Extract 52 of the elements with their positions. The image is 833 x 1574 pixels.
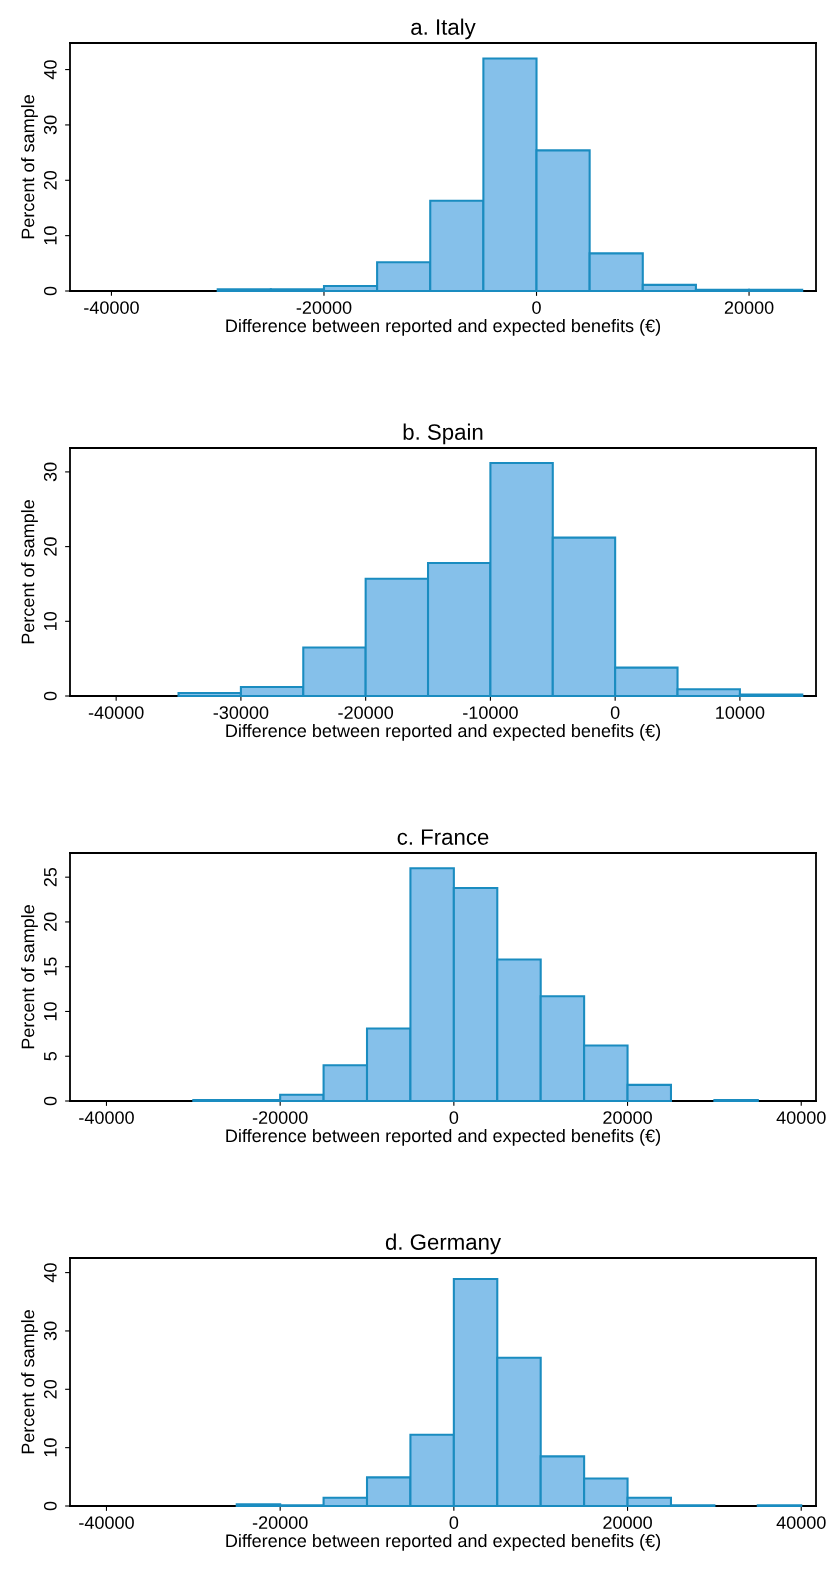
y-tick-label: 0 bbox=[43, 1096, 57, 1106]
x-axis-title: Difference between reported and expected benefits (€) bbox=[226, 1533, 661, 1551]
x-tick-label: 0 bbox=[449, 1516, 459, 1529]
y-tick-label: 10 bbox=[43, 1438, 57, 1457]
chart-title: c. France bbox=[397, 829, 489, 845]
y-tick-label: 20 bbox=[43, 537, 57, 556]
chart-title: b. Spain bbox=[403, 423, 483, 445]
x-tick-label: 20000 bbox=[603, 1516, 652, 1529]
x-tick-label: -30000 bbox=[213, 706, 269, 719]
x-tick-label: -20000 bbox=[252, 1111, 308, 1124]
y-tick-label: 15 bbox=[44, 957, 57, 976]
x-axis-title: Difference between reported and expected benefits (€) bbox=[226, 723, 661, 741]
y-tick-label: 10 bbox=[43, 226, 57, 245]
y-tick-label: 30 bbox=[43, 462, 57, 482]
y-tick-label: 10 bbox=[43, 1002, 57, 1021]
chart-title: a. Italy bbox=[411, 18, 476, 40]
x-tick-label: -40000 bbox=[84, 301, 139, 314]
y-tick-label: 0 bbox=[43, 286, 57, 296]
y-tick-label: 0 bbox=[43, 691, 57, 701]
y-tick-label: 20 bbox=[43, 912, 57, 932]
y-tick-label: 40 bbox=[43, 60, 57, 80]
x-tick-label: 0 bbox=[449, 1111, 459, 1124]
x-tick-label: -40000 bbox=[79, 1516, 134, 1529]
x-tick-label: 0 bbox=[610, 706, 620, 719]
y-tick-label: 0 bbox=[43, 1501, 57, 1511]
chart-title: d. Germany bbox=[385, 1233, 502, 1255]
x-axis-title: Difference between reported and expected benefits (€) bbox=[226, 318, 661, 336]
y-axis-title: Percent of sample bbox=[21, 95, 38, 239]
x-tick-label: 10000 bbox=[716, 706, 765, 719]
x-tick-label: 20000 bbox=[724, 301, 774, 314]
y-tick-label: 10 bbox=[43, 611, 57, 630]
x-tick-label: -20000 bbox=[252, 1516, 308, 1529]
y-tick-label: 5 bbox=[44, 1051, 57, 1061]
x-axis-title: Difference between reported and expected benefits (€) bbox=[226, 1128, 661, 1146]
y-axis-title: Percent of sample bbox=[21, 1310, 38, 1454]
x-tick-label: -40000 bbox=[79, 1111, 134, 1124]
y-axis-title: Percent of sample bbox=[21, 905, 38, 1049]
y-tick-label: 30 bbox=[43, 1321, 57, 1341]
y-tick-label: 40 bbox=[43, 1263, 57, 1283]
x-tick-label: 0 bbox=[532, 301, 541, 314]
y-axis-title: Percent of sample bbox=[21, 500, 38, 644]
x-tick-label: 20000 bbox=[603, 1111, 652, 1124]
x-tick-label: 40000 bbox=[776, 1111, 826, 1124]
x-tick-label: -20000 bbox=[296, 301, 352, 314]
y-tick-label: 20 bbox=[43, 1379, 57, 1399]
y-tick-label: 20 bbox=[43, 170, 57, 190]
y-tick-label: 30 bbox=[43, 115, 57, 135]
x-tick-label: -10000 bbox=[463, 706, 518, 719]
x-tick-label: -40000 bbox=[88, 706, 144, 719]
y-tick-label: 25 bbox=[43, 867, 57, 887]
x-tick-label: 40000 bbox=[776, 1516, 826, 1529]
x-tick-label: -20000 bbox=[338, 706, 394, 719]
